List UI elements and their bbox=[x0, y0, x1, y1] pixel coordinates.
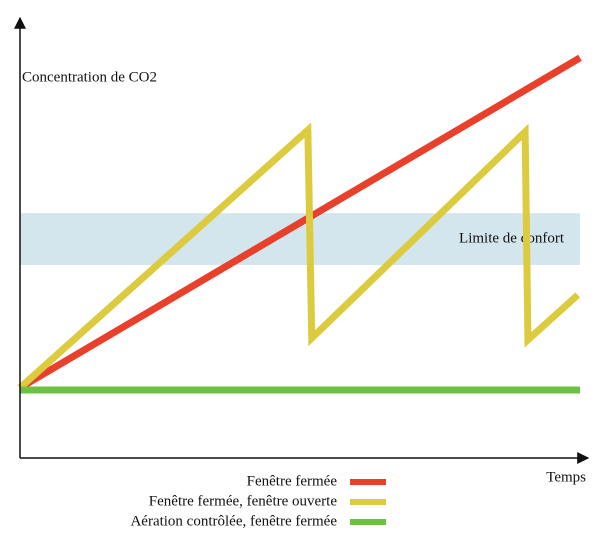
legend-label: Fenêtre fermée bbox=[247, 473, 338, 489]
legend-swatch bbox=[350, 519, 386, 525]
band-label: Limite de confort bbox=[459, 231, 565, 247]
y-axis-label: Concentration de CO2 bbox=[22, 69, 157, 85]
plot-area: Limite de confort bbox=[17, 54, 582, 394]
x-axis-label: Temps bbox=[546, 469, 586, 485]
series-line bbox=[17, 122, 581, 391]
legend-swatch bbox=[350, 499, 386, 505]
legend-swatch bbox=[350, 479, 386, 485]
legend-label: Aération contrôlée, fenêtre fermée bbox=[130, 513, 337, 529]
legend-label: Fenêtre fermée, fenêtre ouverte bbox=[149, 493, 338, 509]
series-line bbox=[18, 54, 582, 391]
